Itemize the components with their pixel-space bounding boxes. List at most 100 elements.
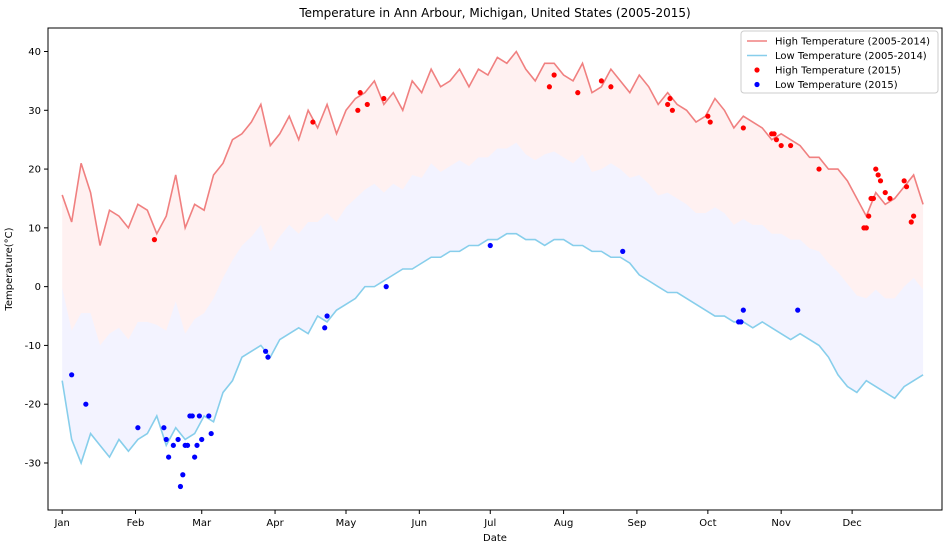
high-2015-point — [911, 213, 917, 219]
y-tick-label: 20 — [28, 165, 41, 176]
low-2015-point — [184, 442, 191, 448]
high-2015-point — [866, 213, 872, 219]
high-2015-point — [575, 90, 581, 96]
legend-box — [740, 30, 939, 94]
legend-swatch-dot — [754, 81, 760, 88]
legend: High Temperature (2005-2014) Low Temperat… — [740, 30, 939, 94]
x-tick-label: Dec — [842, 518, 861, 529]
low-2015-point — [740, 307, 746, 313]
x-tick-label: Nov — [771, 518, 791, 529]
high-2015-point — [771, 131, 777, 137]
low-2015-point — [192, 454, 198, 460]
low-2015-point — [194, 442, 200, 448]
high-2015-point — [551, 72, 557, 78]
high-2015-point — [705, 113, 711, 119]
high-2015-point — [355, 107, 361, 113]
x-tick-label: Aug — [554, 518, 574, 529]
high-2015-point — [882, 189, 888, 196]
low-2015-point — [383, 284, 389, 290]
low-2015-point — [177, 483, 184, 490]
low-2015-point — [135, 425, 141, 431]
x-tick-label: Oct — [699, 518, 716, 529]
low-2015-point — [487, 242, 493, 249]
x-tick-label: May — [336, 518, 357, 529]
x-tick-label: Jul — [483, 518, 496, 529]
low-2015-point — [206, 413, 212, 419]
x-axis-title: Date — [483, 533, 507, 544]
low-2015-point — [189, 413, 195, 419]
y-tick-label: -10 — [25, 341, 41, 352]
low-2015-point — [620, 248, 626, 254]
low-2015-point — [161, 425, 167, 431]
x-tick-label: Feb — [127, 518, 145, 529]
high-2015-point — [740, 125, 746, 131]
high-2015-point — [877, 178, 884, 184]
legend-label: Low Temperature (2015) — [775, 80, 898, 91]
high-2015-point — [310, 119, 316, 125]
y-axis-title: Temperature(°C) — [4, 227, 15, 311]
low-2015-point — [166, 454, 172, 460]
low-2015-point — [262, 348, 269, 354]
low-2015-point — [170, 442, 176, 448]
x-tick-label: Apr — [266, 518, 284, 529]
high-2015-point — [665, 101, 671, 108]
high-2015-point — [875, 172, 881, 178]
low-2015-point — [199, 436, 205, 443]
low-2015-point — [175, 436, 181, 443]
x-tick-label: Mar — [192, 518, 212, 529]
y-tick-label: -20 — [25, 400, 41, 411]
low-temperature-line — [61, 232, 924, 466]
x-tick-label: Jun — [411, 518, 428, 529]
chart-title: Temperature in Ann Arbour, Michigan, Uni… — [298, 6, 690, 20]
y-tick-label: 0 — [35, 282, 41, 293]
high-2015-point — [357, 90, 363, 96]
legend-swatch-dot — [754, 67, 760, 73]
high-2015-point — [364, 101, 370, 108]
high-2015-point — [903, 184, 910, 190]
high-2015-point — [901, 178, 907, 184]
low-2015-point — [322, 325, 328, 331]
high-2015-point — [608, 84, 614, 90]
high-2015-point — [870, 195, 877, 202]
high-2015-point — [908, 219, 914, 225]
y-tick-label: -30 — [25, 458, 41, 469]
high-2015-point — [669, 107, 675, 113]
legend-label: Low Temperature (2005-2014) — [775, 51, 927, 62]
plot-area — [61, 50, 924, 490]
y-tick-label: 10 — [28, 223, 41, 234]
high-2015-point — [707, 119, 713, 125]
high-band-fill — [62, 51, 924, 346]
y-tick-label: 40 — [28, 47, 41, 58]
low-2015-point — [324, 313, 330, 319]
legend-label: High Temperature (2005-2014) — [775, 37, 930, 48]
high-2015-point — [598, 78, 605, 84]
high-2015-point — [873, 166, 879, 172]
high-temperature-line — [61, 50, 924, 246]
high-2015-point — [667, 95, 673, 102]
low-2015-point — [795, 307, 801, 313]
low-2015-point — [738, 319, 744, 325]
low-2015-point — [163, 436, 169, 443]
plot-frame — [47, 27, 943, 511]
legend-label: High Temperature (2015) — [775, 66, 901, 77]
high-2015-point — [788, 142, 794, 149]
x-tick-label: Sep — [627, 518, 646, 529]
x-tick-label: Jan — [53, 518, 69, 529]
low-2015-point — [196, 413, 202, 419]
high-2015-point — [816, 166, 822, 172]
low-2015-point — [208, 430, 214, 437]
high-2015-point — [151, 237, 158, 243]
y-tick-label: 30 — [28, 106, 41, 117]
high-2015-point — [778, 142, 784, 149]
low-2015-point — [83, 401, 89, 407]
high-2015-point — [773, 137, 780, 143]
high-2015-point — [863, 225, 869, 231]
low-2015-point — [180, 472, 186, 478]
high-2015-point — [546, 84, 552, 90]
low-band-fill — [62, 142, 924, 463]
low-2015-point — [265, 354, 271, 360]
high-2015-point — [381, 95, 387, 102]
high-2015-point — [887, 195, 893, 202]
axes: -30 -20 -10 0 10 20 30 40 Jan Feb Mar Apr May Jun Jul A… — [25, 47, 862, 529]
